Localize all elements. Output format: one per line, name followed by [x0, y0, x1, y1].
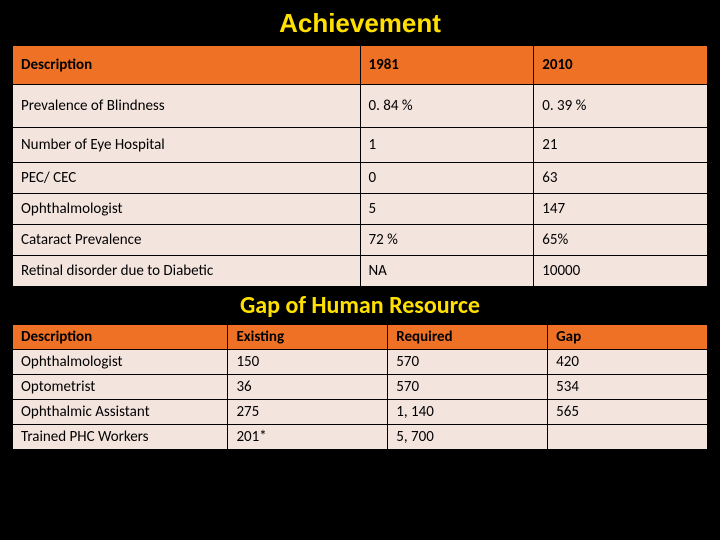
- table-row: Ophthalmologist 150 570 420: [13, 350, 708, 375]
- cell: NA: [360, 256, 534, 287]
- cell: 201*: [228, 425, 388, 450]
- cell: Retinal disorder due to Diabetic: [13, 256, 361, 287]
- cell: Prevalence of Blindness: [13, 85, 361, 128]
- cell: 1, 140: [388, 400, 548, 425]
- table-header-row: Description 1981 2010: [13, 46, 708, 85]
- table-row: Number of Eye Hospital 1 21: [13, 128, 708, 163]
- cell: Ophthalmologist: [13, 350, 228, 375]
- cell: 5: [360, 194, 534, 225]
- table-row: Optometrist 36 570 534: [13, 375, 708, 400]
- cell: 10000: [534, 256, 708, 287]
- table-row: Ophthalmic Assistant 275 1, 140 565: [13, 400, 708, 425]
- cell: 420: [548, 350, 708, 375]
- table-row: Retinal disorder due to Diabetic NA 1000…: [13, 256, 708, 287]
- cell: 0. 39 %: [534, 85, 708, 128]
- col-1981: 1981: [360, 46, 534, 85]
- cell: 5, 700: [388, 425, 548, 450]
- cell: 147: [534, 194, 708, 225]
- col-description: Description: [13, 325, 228, 350]
- cell: Optometrist: [13, 375, 228, 400]
- cell: 72 %: [360, 225, 534, 256]
- table-row: Ophthalmologist 5 147: [13, 194, 708, 225]
- col-2010: 2010: [534, 46, 708, 85]
- title-gap: Gap of Human Resource: [0, 287, 720, 324]
- cell: 150: [228, 350, 388, 375]
- achievement-table: Description 1981 2010 Prevalence of Blin…: [12, 45, 708, 287]
- cell: PEC/ CEC: [13, 163, 361, 194]
- cell: 275: [228, 400, 388, 425]
- col-required: Required: [388, 325, 548, 350]
- cell: Ophthalmologist: [13, 194, 361, 225]
- cell: 565: [548, 400, 708, 425]
- table-row: PEC/ CEC 0 63: [13, 163, 708, 194]
- table-row: Prevalence of Blindness 0. 84 % 0. 39 %: [13, 85, 708, 128]
- cell: Trained PHC Workers: [13, 425, 228, 450]
- cell: Ophthalmic Assistant: [13, 400, 228, 425]
- gap-table: Description Existing Required Gap Ophtha…: [12, 324, 708, 450]
- col-existing: Existing: [228, 325, 388, 350]
- cell: 63: [534, 163, 708, 194]
- cell: 0. 84 %: [360, 85, 534, 128]
- table-row: Cataract Prevalence 72 % 65%: [13, 225, 708, 256]
- cell: 1: [360, 128, 534, 163]
- cell: 534: [548, 375, 708, 400]
- cell: Number of Eye Hospital: [13, 128, 361, 163]
- cell: 36: [228, 375, 388, 400]
- cell: 21: [534, 128, 708, 163]
- title-achievement: Achievement: [0, 0, 720, 45]
- cell: 65%: [534, 225, 708, 256]
- col-gap: Gap: [548, 325, 708, 350]
- slide: Achievement Description 1981 2010 Preval…: [0, 0, 720, 540]
- col-description: Description: [13, 46, 361, 85]
- cell: 570: [388, 375, 548, 400]
- table-row: Trained PHC Workers 201* 5, 700: [13, 425, 708, 450]
- cell: 0: [360, 163, 534, 194]
- cell: Cataract Prevalence: [13, 225, 361, 256]
- table-header-row: Description Existing Required Gap: [13, 325, 708, 350]
- cell: 570: [388, 350, 548, 375]
- cell: [548, 425, 708, 450]
